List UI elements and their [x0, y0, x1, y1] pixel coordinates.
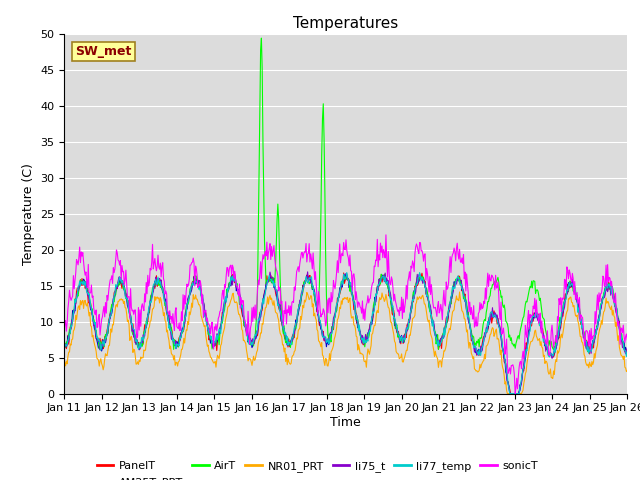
li77_temp	[70, 306, 78, 312]
NR01_PRT	[414, 297, 422, 302]
li75_t	[304, 269, 312, 275]
PanelT	[431, 332, 439, 338]
li75_t	[431, 333, 439, 338]
li77_temp	[431, 333, 439, 339]
Line: NR01_PRT: NR01_PRT	[64, 292, 627, 394]
sonicT	[70, 286, 78, 292]
Y-axis label: Temperature (C): Temperature (C)	[22, 163, 35, 264]
Text: SW_met: SW_met	[76, 45, 132, 58]
Line: li77_temp: li77_temp	[64, 273, 627, 394]
li75_t	[70, 310, 78, 315]
sonicT	[431, 304, 439, 310]
sonicT	[511, 391, 519, 396]
Line: AM25T_PRT: AM25T_PRT	[64, 274, 627, 394]
li75_t	[186, 292, 193, 298]
AM25T_PRT	[60, 342, 68, 348]
NR01_PRT	[186, 309, 193, 315]
AirT	[186, 294, 193, 300]
AirT	[623, 347, 631, 353]
li77_temp	[186, 294, 193, 300]
sonicT	[415, 251, 422, 256]
PanelT	[60, 347, 68, 353]
AM25T_PRT	[128, 324, 136, 330]
li75_t	[215, 329, 223, 335]
AirT	[257, 35, 265, 41]
AM25T_PRT	[507, 391, 515, 396]
PanelT	[340, 270, 348, 276]
AM25T_PRT	[186, 293, 193, 299]
li77_temp	[343, 270, 351, 276]
AM25T_PRT	[70, 307, 78, 313]
Title: Temperatures: Temperatures	[293, 16, 398, 31]
AirT	[431, 329, 439, 335]
li75_t	[415, 272, 422, 278]
AM25T_PRT	[341, 271, 349, 277]
PanelT	[186, 292, 193, 298]
li75_t	[623, 351, 631, 357]
NR01_PRT	[215, 356, 223, 361]
AM25T_PRT	[431, 330, 439, 336]
PanelT	[623, 348, 631, 354]
NR01_PRT	[504, 391, 511, 396]
PanelT	[215, 332, 223, 337]
PanelT	[128, 327, 136, 333]
sonicT	[128, 308, 136, 314]
Line: PanelT: PanelT	[64, 273, 627, 394]
li77_temp	[623, 349, 631, 355]
NR01_PRT	[623, 368, 631, 374]
Line: AirT: AirT	[64, 38, 627, 353]
li75_t	[508, 391, 515, 396]
AirT	[60, 348, 68, 354]
AM25T_PRT	[215, 329, 223, 335]
sonicT	[215, 313, 223, 319]
AM25T_PRT	[623, 350, 631, 356]
AirT	[415, 277, 422, 283]
li77_temp	[60, 345, 68, 350]
li77_temp	[415, 274, 422, 280]
NR01_PRT	[431, 354, 438, 360]
li75_t	[60, 341, 68, 347]
li77_temp	[507, 391, 515, 396]
PanelT	[70, 309, 78, 314]
li77_temp	[215, 326, 223, 332]
NR01_PRT	[70, 327, 78, 333]
sonicT	[60, 330, 68, 336]
li75_t	[128, 328, 136, 334]
AirT	[70, 308, 78, 313]
AirT	[215, 342, 223, 348]
Line: sonicT: sonicT	[64, 235, 627, 394]
NR01_PRT	[456, 289, 463, 295]
PanelT	[415, 277, 422, 283]
sonicT	[382, 232, 390, 238]
li77_temp	[128, 321, 136, 327]
AirT	[128, 329, 136, 335]
AM25T_PRT	[415, 278, 422, 284]
NR01_PRT	[60, 366, 68, 372]
sonicT	[623, 337, 631, 343]
Legend: PanelT, AM25T_PRT, AirT, NR01_PRT, li75_t, li77_temp, sonicT: PanelT, AM25T_PRT, AirT, NR01_PRT, li75_…	[92, 457, 543, 480]
PanelT	[507, 391, 515, 396]
sonicT	[186, 276, 193, 282]
X-axis label: Time: Time	[330, 416, 361, 429]
NR01_PRT	[128, 338, 136, 344]
AirT	[623, 350, 630, 356]
Line: li75_t: li75_t	[64, 272, 627, 394]
